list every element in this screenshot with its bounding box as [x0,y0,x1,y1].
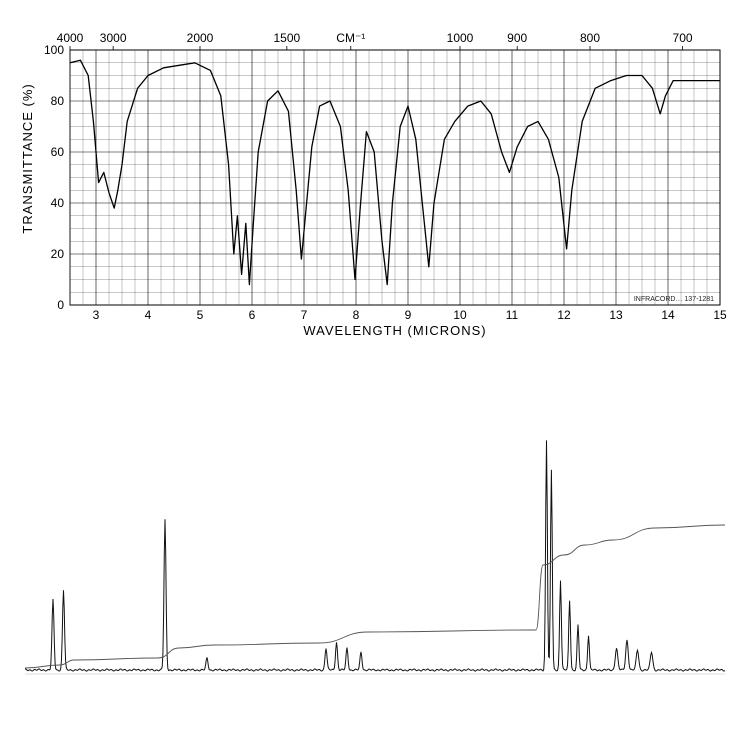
svg-text:3: 3 [93,308,100,322]
nmr-spectrum-chart [15,410,735,720]
svg-text:900: 900 [507,31,527,45]
svg-text:14: 14 [661,308,675,322]
svg-text:4: 4 [145,308,152,322]
svg-text:11: 11 [506,308,519,322]
svg-text:1000: 1000 [447,31,474,45]
svg-text:700: 700 [673,31,693,45]
svg-text:4000: 4000 [57,31,84,45]
svg-text:15: 15 [713,308,727,322]
svg-text:60: 60 [51,145,65,159]
instrument-annotation: INFRACORD… 137-1281 [634,296,714,303]
ir-svg: 0 20 40 60 80 100 TRANSMITTANCE (%) 3 4 5 6 7 8 9 10 11… [15,20,735,350]
svg-text:10: 10 [453,308,467,322]
svg-text:9: 9 [405,308,412,322]
svg-text:0: 0 [57,298,64,312]
page-root: 0 20 40 60 80 100 TRANSMITTANCE (%) 3 4 5 6 7 8 9 10 11… [0,0,749,751]
svg-text:6: 6 [249,308,256,322]
svg-text:8: 8 [353,308,360,322]
svg-text:80: 80 [51,94,65,108]
svg-text:20: 20 [51,247,65,261]
svg-text:13: 13 [609,308,623,322]
svg-text:2000: 2000 [187,31,214,45]
nmr-trace [25,440,725,671]
svg-text:5: 5 [197,308,204,322]
y-axis-label: TRANSMITTANCE (%) [20,83,35,233]
nmr-svg [15,410,735,720]
svg-text:12: 12 [557,308,571,322]
svg-text:1500: 1500 [273,31,300,45]
x-axis-bottom-label: WAVELENGTH (MICRONS) [303,323,486,338]
svg-text:800: 800 [580,31,600,45]
svg-text:40: 40 [51,196,65,210]
svg-text:100: 100 [44,43,64,57]
svg-text:3000: 3000 [100,31,127,45]
ir-spectrum-chart: 0 20 40 60 80 100 TRANSMITTANCE (%) 3 4 5 6 7 8 9 10 11… [15,20,735,350]
svg-text:7: 7 [301,308,308,322]
top-axis-unit: CM⁻¹ [336,31,365,45]
nmr-integral [25,525,725,668]
